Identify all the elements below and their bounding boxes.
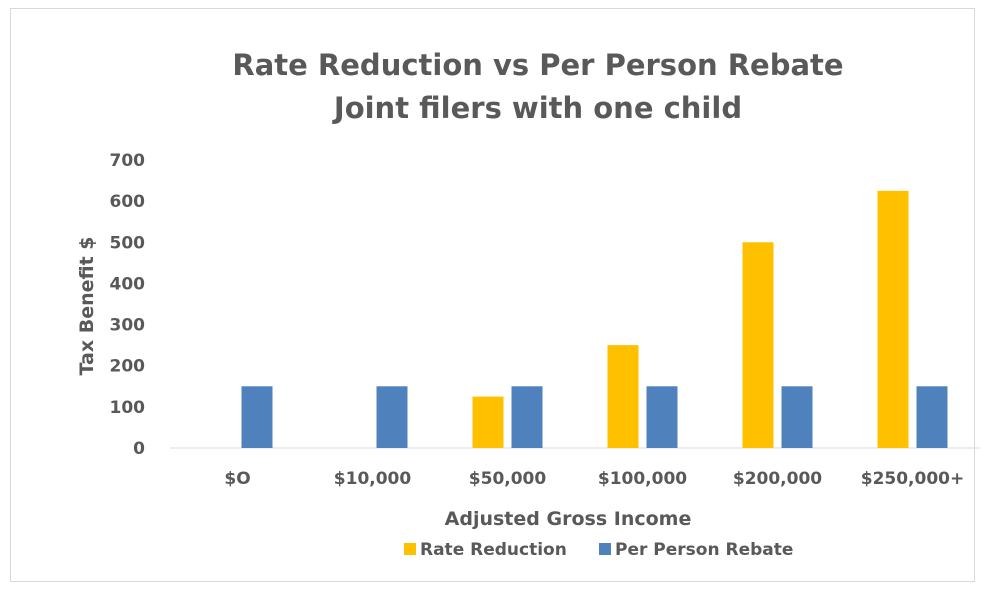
legend-label: Rate Reduction (420, 540, 567, 560)
x-tick-label: $50,000 (469, 469, 547, 489)
bar (916, 386, 948, 448)
y-tick-label: 300 (110, 316, 146, 336)
y-tick-label: 200 (110, 357, 146, 377)
legend-label: Per Person Rebate (615, 540, 793, 560)
x-tick-label: $200,000 (733, 469, 822, 489)
y-tick-label: 700 (110, 151, 146, 171)
bars (241, 190, 948, 448)
legend-swatch (404, 543, 416, 555)
y-axis-ticks: 0 100 200 300 400 500 600 700 (110, 151, 146, 459)
chart-frame (10, 8, 975, 582)
chart-subtitle: Joint filers with one child (332, 91, 742, 125)
bar (376, 386, 408, 448)
chart-title: Rate Reduction vs Per Person Rebate (232, 48, 843, 82)
y-tick-label: 0 (133, 439, 145, 459)
bar (742, 242, 774, 448)
x-axis-title: Adjusted Gross Income (445, 508, 692, 530)
bar (511, 386, 543, 448)
legend-swatch (599, 543, 611, 555)
legend: Rate Reduction Per Person Rebate (404, 540, 793, 560)
y-tick-label: 100 (110, 398, 146, 418)
x-tick-label: $250,000+ (861, 469, 965, 489)
y-axis-title: Tax Benefit $ (76, 237, 98, 376)
bar (781, 386, 813, 448)
x-tick-label: $10,000 (334, 469, 412, 489)
y-tick-label: 600 (110, 192, 146, 212)
y-tick-label: 400 (110, 274, 146, 294)
x-tick-label: $100,000 (598, 469, 687, 489)
y-tick-label: 500 (110, 233, 146, 253)
bar (241, 386, 273, 448)
bar (646, 386, 678, 448)
bar (877, 190, 909, 448)
x-axis-ticks: $O $10,000 $50,000 $100,000 $200,000 $250,000… (224, 469, 964, 489)
bar (607, 345, 639, 448)
bar (472, 396, 504, 448)
x-tick-label: $O (224, 469, 250, 489)
